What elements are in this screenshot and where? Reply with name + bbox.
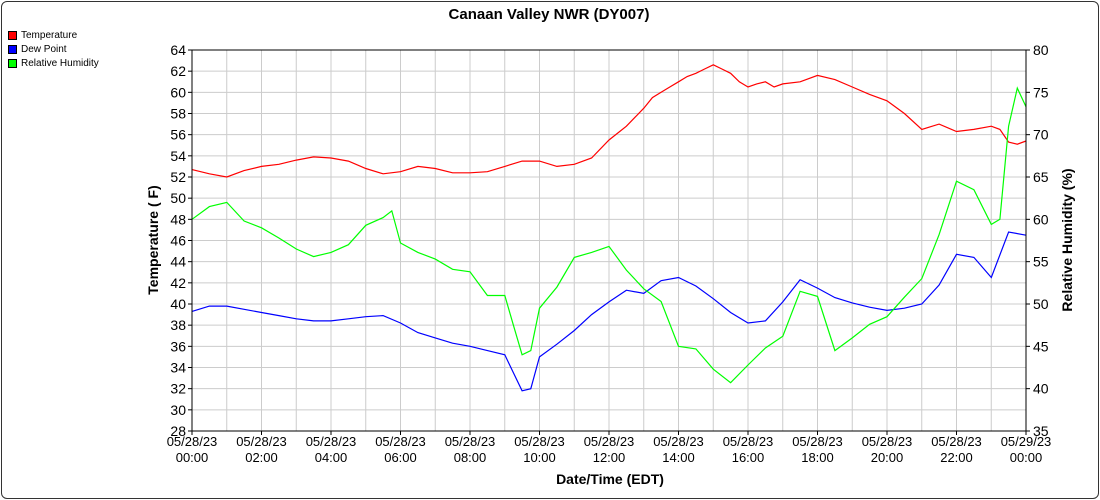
x-tick-date: 05/28/23 <box>375 434 426 449</box>
y-tick-label: 56 <box>170 127 186 143</box>
x-tick-date: 05/29/23 <box>1001 434 1052 449</box>
y2-tick-label: 55 <box>1033 254 1049 270</box>
y2-tick-label: 75 <box>1033 84 1049 100</box>
x-tick-date: 05/28/23 <box>723 434 774 449</box>
legend-swatch-dew-point <box>8 44 17 54</box>
legend-item-temperature: Temperature <box>8 28 99 42</box>
y-tick-label: 44 <box>170 254 186 270</box>
y-axis-label: Temperature ( F) <box>145 185 161 294</box>
x-tick-time: 20:00 <box>871 450 904 465</box>
y2-axis-label: Relative Humidity (%) <box>1059 168 1075 311</box>
x-tick-date: 05/28/23 <box>931 434 982 449</box>
x-tick-date: 05/28/23 <box>306 434 357 449</box>
x-tick-time: 00:00 <box>1010 450 1043 465</box>
x-axis: 05/28/2300:0005/28/2302:0005/28/2304:000… <box>167 431 1052 465</box>
y-tick-label: 32 <box>170 381 186 397</box>
x-tick-date: 05/28/23 <box>862 434 913 449</box>
x-tick-date: 05/28/23 <box>653 434 704 449</box>
y-tick-label: 54 <box>170 148 186 164</box>
x-tick-date: 05/28/23 <box>792 434 843 449</box>
grid-lines <box>191 49 1027 432</box>
x-tick-time: 08:00 <box>454 450 487 465</box>
y2-tick-label: 60 <box>1033 211 1049 227</box>
y2-tick-label: 50 <box>1033 296 1049 312</box>
y2-tick-label: 45 <box>1033 338 1049 354</box>
x-tick-date: 05/28/23 <box>236 434 287 449</box>
x-tick-time: 18:00 <box>801 450 834 465</box>
x-tick-time: 12:00 <box>593 450 626 465</box>
series-line-relative-humidity <box>191 86 1027 384</box>
series-line-dew-point <box>191 231 1027 392</box>
y-tick-label: 58 <box>170 106 186 122</box>
x-tick-time: 02:00 <box>245 450 278 465</box>
x-tick-date: 05/28/23 <box>584 434 635 449</box>
y-tick-label: 38 <box>170 317 186 333</box>
legend: Temperature Dew Point Relative Humidity <box>8 28 99 70</box>
y-axis-right: 35 40 45 50 55 60 65 70 75 80 <box>1026 42 1049 439</box>
y-tick-label: 64 <box>170 42 186 58</box>
y2-tick-label: 70 <box>1033 127 1049 143</box>
y-tick-label: 52 <box>170 169 186 185</box>
x-tick-time: 16:00 <box>732 450 765 465</box>
legend-item-dew-point: Dew Point <box>8 42 99 56</box>
y-tick-label: 34 <box>170 360 186 376</box>
x-tick-time: 14:00 <box>662 450 695 465</box>
legend-label-temperature: Temperature <box>21 29 78 41</box>
x-tick-time: 10:00 <box>523 450 556 465</box>
chart-title: Canaan Valley NWR (DY007) <box>449 6 650 23</box>
y-tick-label: 50 <box>170 190 186 206</box>
x-tick-time: 22:00 <box>940 450 973 465</box>
y-tick-label: 42 <box>170 275 186 291</box>
y-tick-label: 46 <box>170 233 186 249</box>
x-axis-label: Date/Time (EDT) <box>556 471 664 487</box>
y-tick-label: 62 <box>170 63 186 79</box>
legend-swatch-relative-humidity <box>8 58 17 68</box>
x-tick-time: 06:00 <box>384 450 417 465</box>
x-tick-time: 04:00 <box>315 450 348 465</box>
y-axis-left: 28 30 32 34 36 38 40 42 44 46 48 50 52 54 56 58 60 62 64 <box>170 42 192 439</box>
series-layer <box>191 64 1027 392</box>
y-tick-label: 30 <box>170 402 186 418</box>
y-tick-label: 28 <box>170 423 186 439</box>
y-tick-label: 40 <box>170 296 186 312</box>
legend-swatch-temperature <box>8 30 17 40</box>
y2-tick-label: 35 <box>1033 423 1049 439</box>
y2-tick-label: 80 <box>1033 42 1049 58</box>
x-tick-date: 05/28/23 <box>445 434 496 449</box>
legend-label-dew-point: Dew Point <box>21 43 67 55</box>
y2-tick-label: 65 <box>1033 169 1049 185</box>
y-tick-label: 60 <box>170 84 186 100</box>
x-tick-time: 00:00 <box>176 450 209 465</box>
y-tick-label: 48 <box>170 211 186 227</box>
y-tick-label: 36 <box>170 338 186 354</box>
x-tick-date: 05/28/23 <box>514 434 565 449</box>
x-tick-date: 05/28/23 <box>167 434 218 449</box>
series-line-temperature <box>191 64 1027 178</box>
legend-label-relative-humidity: Relative Humidity <box>21 57 99 69</box>
legend-item-relative-humidity: Relative Humidity <box>8 56 99 70</box>
y2-tick-label: 40 <box>1033 381 1049 397</box>
